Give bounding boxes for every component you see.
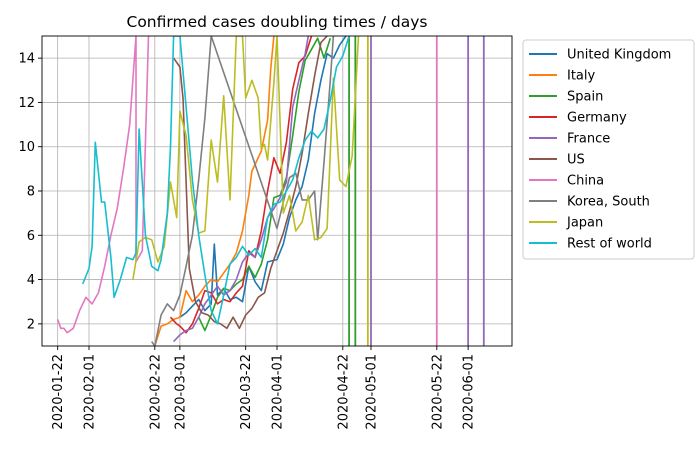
x-tick-label: 2020-03-01 [173,354,188,430]
legend-label-germany: Germany [567,111,627,126]
y-tick-label: 10 [18,140,35,155]
series-line-united-kingdom [179,36,347,318]
plot-area: 2 4 6 8 10 12 14 2020-01-22 2020-02-01 2020-02-22… [18,35,513,430]
legend-label-italy: Italy [567,69,596,84]
legend-label-united-kingdom: United Kingdom [567,48,671,63]
y-tick-label: 14 [18,52,35,67]
series-line-spain [197,37,332,332]
legend-label-spain: Spain [567,90,603,105]
x-tick-label: 2020-04-01 [271,354,286,430]
series-line-japan [132,36,360,280]
x-tick-label: 2020-05-01 [365,354,380,430]
x-tick-label: 2020-02-22 [148,354,163,430]
series-line-china [56,36,150,334]
x-tick-label: 2020-04-22 [336,354,351,430]
legend-label-china: China [567,174,604,189]
legend-label-france: France [567,132,610,147]
series-line-us [172,36,328,330]
legend-label-korea-south: Korea, South [567,195,650,210]
series-line-germany [169,36,313,334]
legend-box [522,39,695,260]
legend-label-japan: Japan [566,216,603,231]
legend-label-us: US [567,153,585,168]
y-tick-label: 2 [27,317,35,332]
legend-label-rest-of-world: Rest of world [567,237,652,252]
x-tick-label: 2020-02-01 [83,354,98,430]
series-line-rest-of-world [81,36,350,325]
legend: United Kingdom Italy Spain Germany France US C… [522,39,695,260]
y-tick-label: 8 [27,185,35,200]
series-line-italy [154,36,275,346]
y-tick-label: 12 [18,96,35,111]
y-tick-label: 4 [27,273,35,288]
y-tick-label: 6 [27,229,35,244]
chart-title: Confirmed cases doubling times / days [127,13,428,31]
series-line-france [173,36,310,343]
x-tick-label: 2020-03-22 [239,354,254,430]
series-group [56,36,485,346]
x-tick-label: 2020-01-22 [51,354,66,430]
x-tick-label: 2020-06-01 [462,354,477,430]
x-tick-label: 2020-05-22 [430,354,445,430]
series-line-korea-south [151,36,335,346]
